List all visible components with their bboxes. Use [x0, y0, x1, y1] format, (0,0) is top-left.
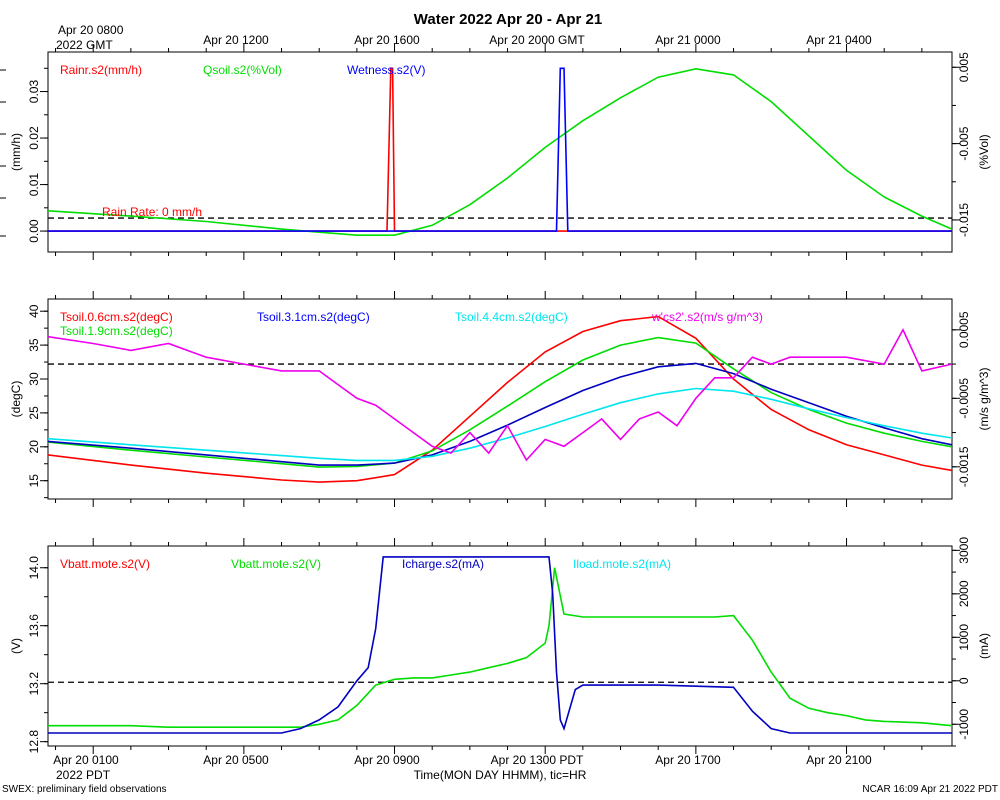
left-tick-label: 15	[27, 474, 41, 488]
left-tick-label: 0.00	[27, 219, 41, 243]
power-panel: 12.8 13.2 13.6 14.0 3000 2000 1000 0 -1000 (V) (mA…	[9, 537, 991, 754]
top-axis-label-2: Apr 20 1600	[354, 33, 420, 47]
legend-entry: w'cs2'.s2(m/s g/m^3)	[651, 310, 763, 324]
panel-frame	[47, 298, 953, 500]
legend-entry: Iload.mote.s2(mA)	[573, 557, 671, 571]
left-axis-title: (degC)	[9, 381, 23, 418]
right-axis-title: (mA)	[977, 633, 991, 659]
bottom-axis-label-5: Apr 20 1700	[655, 753, 721, 767]
top-axis-label-3: Apr 20 2000 GMT	[489, 33, 585, 47]
top-axis-label-5: Apr 21 0400	[806, 33, 872, 47]
left-axis-title: (mm/h)	[9, 133, 23, 171]
legend-entry: Tsoil.3.1cm.s2(degC)	[257, 310, 370, 324]
left-tick-label: 0.01	[27, 173, 41, 197]
legend-entry: Qsoil.s2(%Vol)	[203, 63, 282, 77]
bottom-axis-label-2: Apr 20 0500	[203, 753, 269, 767]
series-vbatt-mote-s2-v-green-	[48, 567, 952, 729]
bottom-axis-year-label: 2022 PDT	[56, 768, 111, 782]
series-tsoil-3-1cm-s2-degc-	[48, 362, 952, 466]
left-tick-label: 13.6	[27, 614, 41, 638]
right-tick-label: -0.0015	[957, 446, 971, 487]
left-tick-label: 20	[27, 440, 41, 454]
right-tick-label: 0	[957, 677, 971, 684]
series-w-cs2-s2-m-s-g-m-3-	[48, 328, 952, 462]
left-tick-label: 25	[27, 406, 41, 420]
left-tick-label: 12.8	[27, 730, 41, 754]
legend-entry: Tsoil.4.4cm.s2(degC)	[455, 310, 568, 324]
right-tick-label: -0.005	[957, 126, 971, 160]
panel-frame	[47, 51, 953, 253]
left-tick-label: 35	[27, 338, 41, 352]
legend-entry: Tsoil.0.6cm.s2(degC)	[60, 310, 173, 324]
legend-entry: Vbatt.mote.s2(V)	[231, 557, 321, 571]
top-axis-label-4: Apr 21 0000	[655, 33, 721, 47]
footer-left: SWEX: preliminary field observations	[2, 784, 167, 795]
top-axis-label-1: Apr 20 1200	[203, 33, 269, 47]
series-wetness-s2-v-	[48, 67, 952, 232]
legend-entry: Vbatt.mote.s2(V)	[60, 557, 150, 571]
right-tick-label: 1000	[957, 624, 971, 651]
bottom-axis-label-1: Apr 20 0100	[53, 753, 119, 767]
right-tick-label: 3000	[957, 537, 971, 564]
right-tick-label: -1000	[957, 709, 971, 740]
legend-entry: Icharge.s2(mA)	[402, 557, 484, 571]
chart-title: Water 2022 Apr 20 - Apr 21	[414, 11, 602, 28]
right-tick-label: -0.0005	[957, 378, 971, 419]
soil-temperature-panel: 15 20 25 30 35 40 0.0005 -0.0005 -0.0015 (degC) (m…	[9, 291, 991, 507]
left-tick-label: 0.03	[27, 80, 41, 104]
series-tsoil-1-9cm-s2-degc-	[48, 336, 952, 468]
footer-right: NCAR 16:09 Apr 21 2022 PDT	[862, 784, 998, 795]
legend-entry: Wetness.s2(V)	[347, 63, 425, 77]
right-tick-label: 0.005	[957, 52, 971, 82]
bottom-axis-label-6: Apr 20 2100	[806, 753, 872, 767]
rain-rate-annotation: Rain Rate: 0 mm/h	[102, 205, 202, 219]
left-tick-label: 13.2	[27, 672, 41, 696]
x-axis-title: Time(MON DAY HHMM), tic=HR	[414, 768, 587, 782]
legend-entry: Tsoil.1.9cm.s2(degC)	[60, 324, 173, 338]
left-tick-label: 30	[27, 372, 41, 386]
left-tick-label: 0.02	[27, 126, 41, 150]
right-axis-title: (%Vol)	[977, 134, 991, 169]
right-tick-label: 0.0005	[957, 311, 971, 348]
panel-frame	[47, 545, 953, 747]
right-axis-title: (m/s g/m^3)	[977, 368, 991, 431]
right-tick-label: -0.015	[957, 203, 971, 237]
water-panel: 0.00 0.01 0.02 0.03 0.005 -0.005 -0.015 (mm/h) (…	[0, 44, 991, 260]
series-icharge-s2-ma-	[48, 556, 952, 734]
left-tick-label: 14.0	[27, 556, 41, 580]
bottom-axis-label-4: Apr 20 1300 PDT	[491, 753, 584, 767]
left-axis-title: (V)	[9, 638, 23, 654]
bottom-axis-label-3: Apr 20 0900	[354, 753, 420, 767]
series-tsoil-4-4cm-s2-degc-	[48, 387, 952, 462]
series-tsoil-0-6cm-s2-degc-	[48, 315, 952, 483]
left-tick-label: 40	[27, 304, 41, 318]
top-axis-first-label-line1: Apr 20 0800	[58, 23, 124, 37]
top-axis-first-label-line2: 2022 GMT	[56, 38, 113, 52]
legend-entry: Rainr.s2(mm/h)	[60, 63, 142, 77]
right-tick-label: 2000	[957, 580, 971, 607]
